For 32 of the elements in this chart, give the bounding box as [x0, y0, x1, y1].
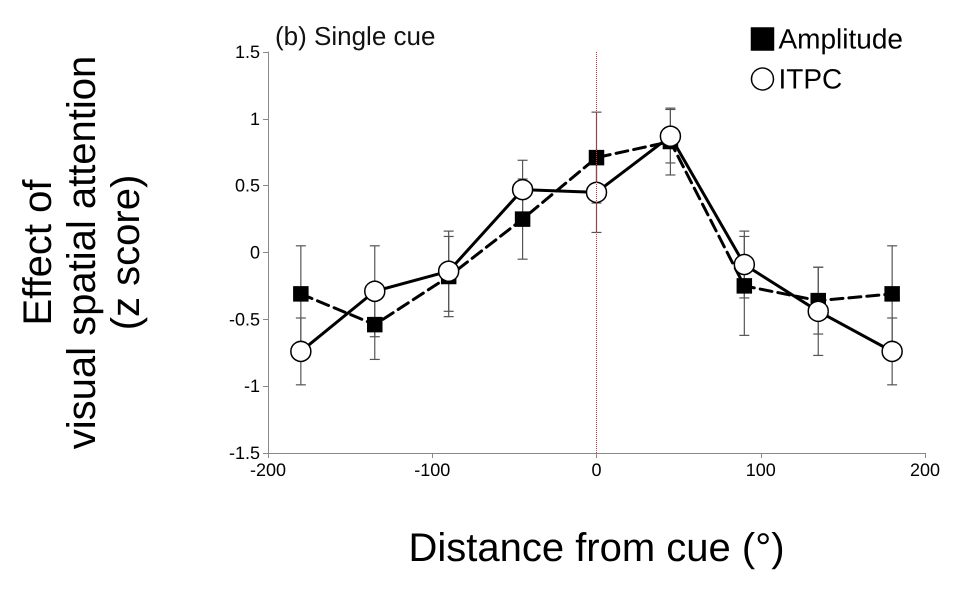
y-axis-title: Effect of visual spatial attention (z score) — [16, 56, 148, 450]
x-tick-label: 100 — [746, 460, 776, 480]
point — [364, 280, 386, 302]
point — [881, 340, 903, 362]
point — [367, 316, 383, 332]
y-tick-label: 1 — [250, 108, 260, 129]
point — [586, 182, 608, 204]
y-tick-label: -1.5 — [228, 443, 260, 463]
x-tick-label: 0 — [591, 460, 602, 480]
point — [884, 286, 900, 302]
x-tick-label: -200 — [250, 460, 286, 480]
point — [293, 286, 309, 302]
legend-label: Amplitude — [778, 24, 904, 54]
x-tick-label: -100 — [414, 460, 450, 480]
chart-title: (b) Single cue — [275, 21, 436, 51]
point — [660, 125, 682, 147]
point — [438, 260, 460, 282]
legend-label: ITPC — [778, 64, 842, 94]
point — [290, 340, 312, 362]
y-tick-label: 0.5 — [234, 176, 260, 196]
point — [514, 211, 530, 227]
point — [734, 254, 756, 276]
y-tick-label: -1 — [244, 376, 260, 396]
x-tick-label: 200 — [910, 460, 940, 480]
y-tick-label: -0.5 — [228, 309, 260, 330]
point — [736, 278, 752, 294]
point — [588, 150, 604, 166]
point — [512, 178, 534, 200]
y-tick-label: 0 — [250, 242, 260, 262]
y-tick-label: 1.5 — [234, 42, 260, 62]
point — [808, 300, 829, 322]
x-axis-title: Distance from cue (°) — [408, 526, 785, 570]
